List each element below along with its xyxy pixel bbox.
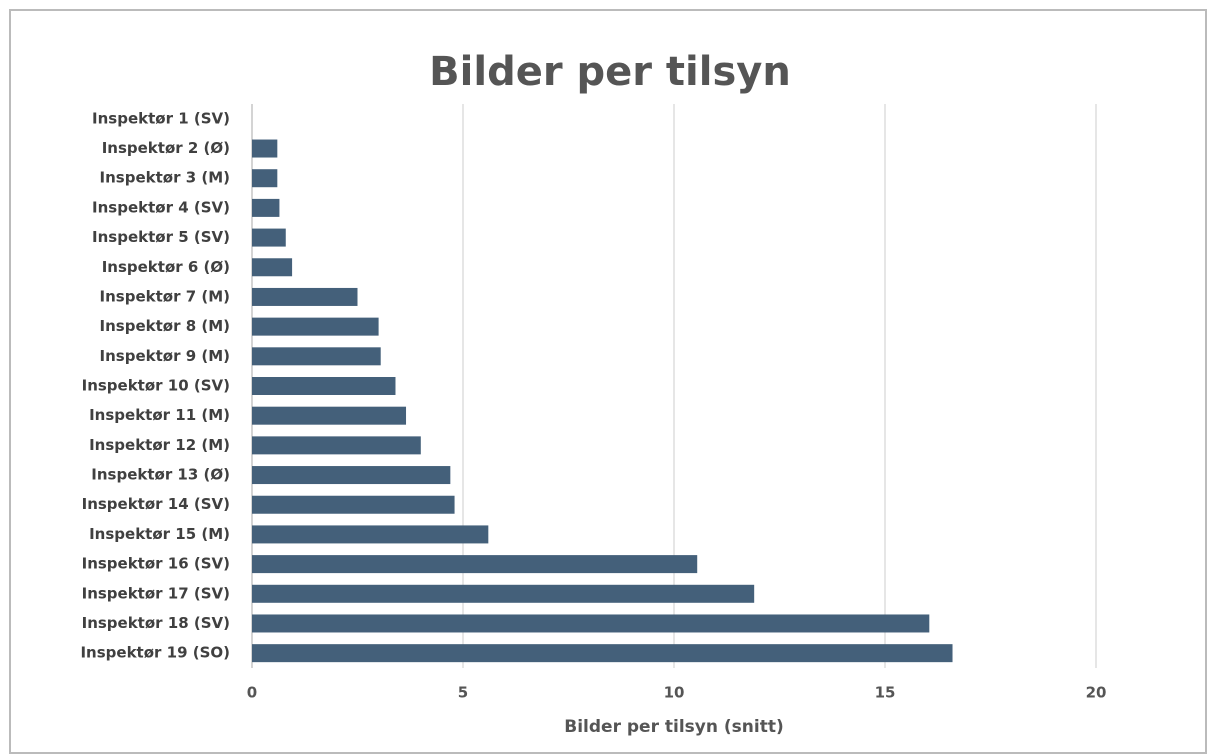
y-tick-label: Inspektør 3 (M) [100, 169, 230, 187]
bar [252, 466, 451, 485]
y-tick-label: Inspektør 2 (Ø) [102, 139, 230, 157]
y-tick-label: Inspektør 4 (SV) [92, 198, 230, 216]
bar [252, 258, 293, 277]
y-tick-label: Inspektør 19 (SO) [80, 644, 230, 662]
x-tick-label: 5 [458, 684, 468, 702]
y-tick-label: Inspektør 1 (SV) [92, 109, 230, 127]
bar [252, 406, 407, 425]
y-tick-label: Inspektør 11 (M) [89, 406, 230, 424]
y-tick-label: Inspektør 18 (SV) [82, 614, 230, 632]
bar [252, 584, 755, 603]
x-tick-label: 20 [1086, 684, 1107, 702]
bar [252, 644, 953, 663]
y-tick-label: Inspektør 17 (SV) [82, 584, 230, 602]
bar [252, 614, 930, 633]
x-tick-label: 0 [247, 684, 257, 702]
bar [252, 169, 278, 188]
x-axis-label: Bilder per tilsyn (snitt) [564, 717, 783, 737]
bar [252, 525, 489, 544]
y-tick-label: Inspektør 5 (SV) [92, 228, 230, 246]
bar [252, 287, 358, 306]
bar [252, 495, 455, 514]
y-tick-label: Inspektør 8 (M) [100, 317, 230, 335]
bar [252, 436, 421, 455]
bar [252, 377, 396, 395]
bar [252, 317, 379, 336]
y-tick-label: Inspektør 15 (M) [89, 525, 230, 543]
bar [252, 228, 286, 247]
chart-title: Bilder per tilsyn [429, 49, 791, 95]
y-tick-label: Inspektør 9 (M) [100, 347, 230, 365]
y-tick-label: Inspektør 6 (Ø) [102, 258, 230, 276]
y-tick-label: Inspektør 12 (M) [89, 436, 230, 454]
bar [252, 347, 381, 366]
y-tick-label: Inspektør 7 (M) [100, 287, 230, 305]
bar [252, 139, 278, 158]
x-tick-label: 10 [664, 684, 685, 702]
bar [252, 555, 698, 574]
bar [252, 198, 280, 217]
y-tick-label: Inspektør 10 (SV) [82, 377, 230, 395]
y-tick-label: Inspektør 16 (SV) [82, 555, 230, 573]
y-tick-label: Inspektør 14 (SV) [82, 495, 230, 513]
y-tick-label: Inspektør 13 (Ø) [91, 466, 230, 484]
x-tick-label: 15 [875, 684, 896, 702]
